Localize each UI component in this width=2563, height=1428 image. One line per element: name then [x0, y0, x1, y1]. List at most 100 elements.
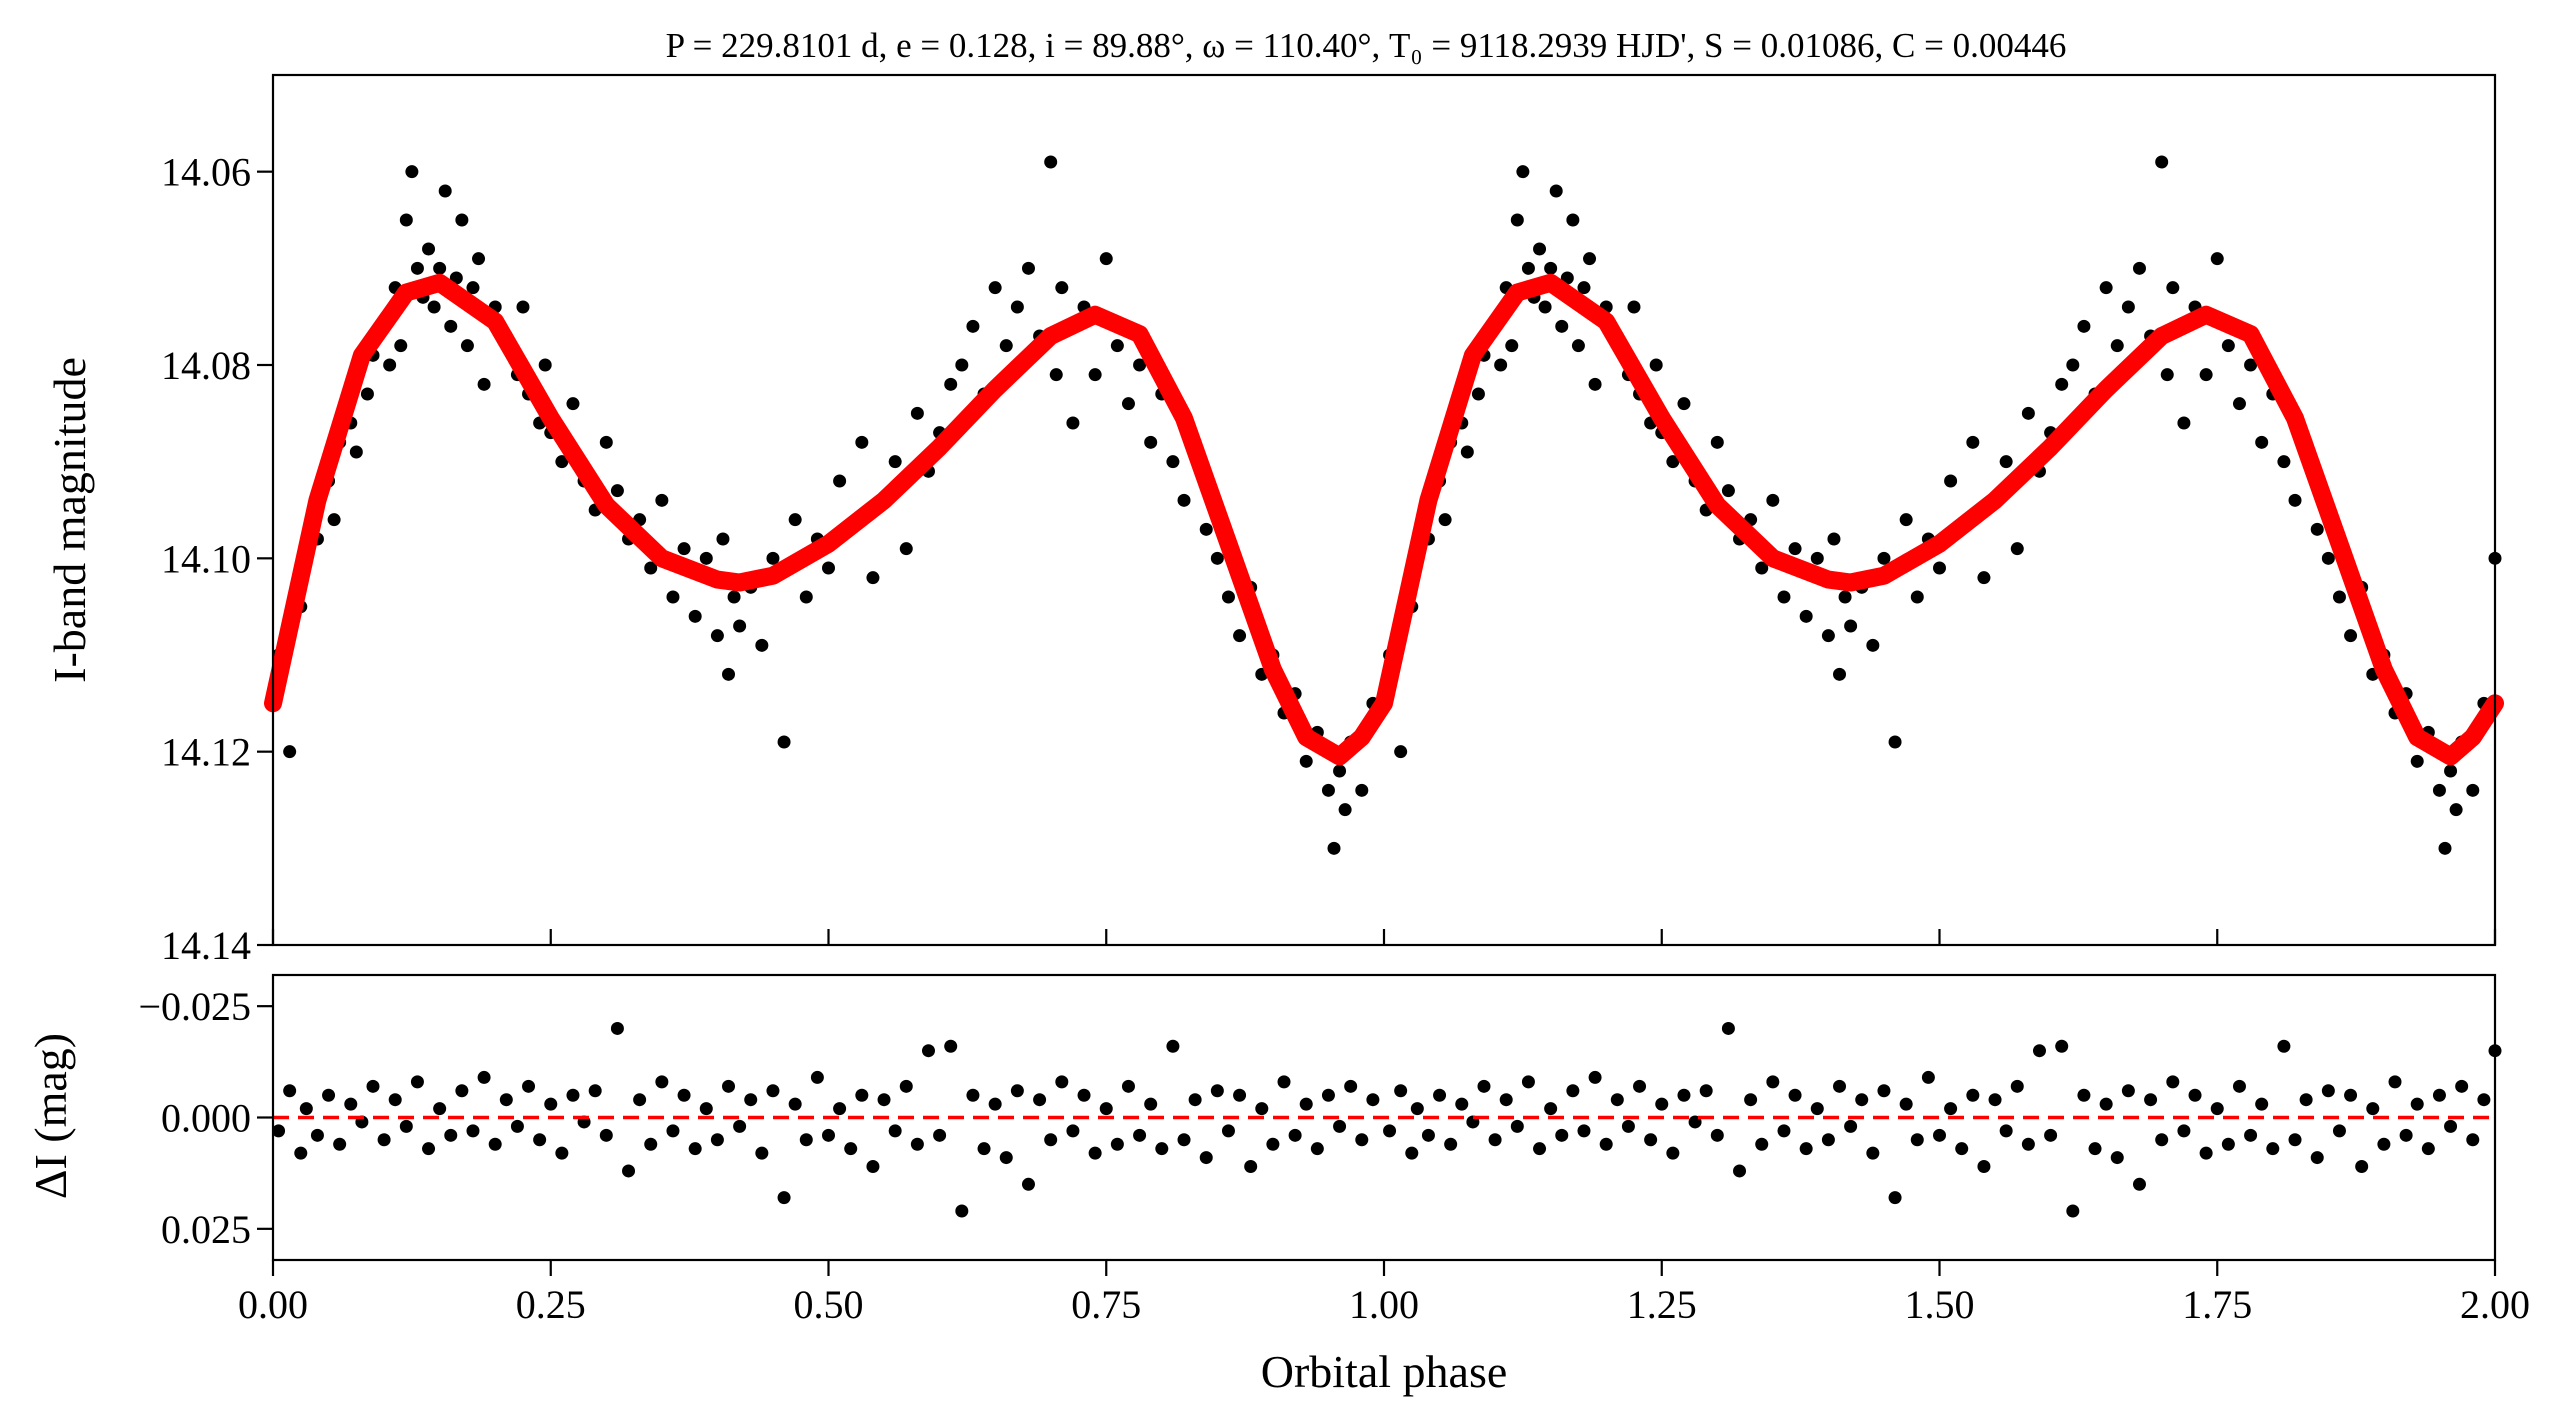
residual-point: [988, 1097, 1002, 1111]
residual-point: [1155, 1142, 1169, 1156]
residual-point: [2155, 1133, 2169, 1147]
observation-point: [722, 667, 736, 681]
observation-point: [2077, 319, 2091, 333]
residual-point: [466, 1124, 480, 1138]
residual-point: [1888, 1191, 1902, 1205]
residual-point: [588, 1084, 602, 1098]
residual-point: [1944, 1102, 1958, 1116]
top-y-tick-label: 14.08: [161, 343, 251, 388]
observation-point: [399, 213, 413, 227]
observation-point: [822, 561, 835, 575]
x-tick-label: 1.50: [1905, 1282, 1975, 1327]
residual-point: [1788, 1088, 1802, 1102]
residual-point: [1577, 1124, 1591, 1138]
residual-point: [1666, 1146, 1680, 1160]
residual-point: [2421, 1142, 2435, 1156]
observation-point: [477, 377, 491, 391]
residual-point: [1177, 1133, 1191, 1147]
observation-point: [1544, 261, 1558, 275]
residual-point: [344, 1097, 358, 1111]
x-axis-label: Orbital phase: [1261, 1346, 1508, 1397]
residual-point: [944, 1039, 958, 1053]
residual-point: [272, 1124, 286, 1138]
observation-point: [1055, 281, 1069, 295]
residual-point: [2332, 1124, 2346, 1138]
observation-point: [1933, 561, 1946, 575]
residual-point: [999, 1151, 1013, 1165]
observation-point: [327, 513, 341, 527]
residual-point: [2044, 1128, 2058, 1142]
observation-point: [1755, 561, 1769, 575]
residual-point: [1133, 1128, 1147, 1142]
observation-point: [1877, 551, 1891, 565]
residual-point: [1921, 1070, 1935, 1084]
residual-point: [1877, 1084, 1891, 1098]
residual-point: [1188, 1093, 1202, 1107]
residual-point: [1310, 1142, 1324, 1156]
observation-point: [1044, 155, 1058, 169]
observation-point: [405, 165, 419, 179]
residual-point: [1566, 1084, 1580, 1098]
residual-point: [510, 1119, 524, 1133]
observation-point: [2177, 416, 2191, 430]
residual-point: [1355, 1133, 1369, 1147]
observation-point: [2155, 155, 2169, 169]
residual-point: [1933, 1128, 1946, 1142]
x-tick-label: 2.00: [2460, 1282, 2530, 1327]
residual-point: [1233, 1088, 1247, 1102]
residual-point: [822, 1128, 835, 1142]
observation-point: [1355, 783, 1369, 797]
observation-point: [1066, 416, 1080, 430]
observation-point: [444, 319, 458, 333]
residual-point: [1544, 1102, 1558, 1116]
observation-point: [2021, 406, 2035, 420]
x-tick-label: 0.25: [516, 1282, 586, 1327]
residual-point: [1055, 1075, 1069, 1089]
residual-point: [1499, 1093, 1513, 1107]
observation-point: [1177, 493, 1191, 507]
residual-point: [710, 1133, 724, 1147]
top-y-tick-label: 14.06: [161, 150, 251, 195]
x-tick-label: 1.25: [1627, 1282, 1697, 1327]
residual-point: [2399, 1128, 2413, 1142]
observation-point: [433, 261, 447, 275]
observation-point: [2444, 764, 2458, 778]
residual-point: [1488, 1133, 1502, 1147]
residual-point: [2266, 1142, 2280, 1156]
residual-point: [2299, 1093, 2313, 1107]
residual-point: [1066, 1124, 1080, 1138]
residual-point: [933, 1128, 947, 1142]
observation-point: [394, 339, 408, 353]
x-tick-label: 0.00: [238, 1282, 308, 1327]
residual-point: [2132, 1177, 2146, 1191]
residual-point: [2366, 1102, 2380, 1116]
residual-point: [1321, 1088, 1335, 1102]
observation-point: [1910, 590, 1924, 604]
bottom-y-ticks: −0.025 0.000 0.025: [138, 984, 273, 1252]
residual-point: [1277, 1075, 1291, 1089]
observation-point: [888, 455, 902, 469]
residual-point: [955, 1204, 969, 1218]
observation-point: [2310, 522, 2324, 536]
top-y-tick-label: 14.14: [161, 923, 251, 968]
observation-point: [599, 435, 613, 449]
residual-point: [1821, 1133, 1835, 1147]
observation-point: [1833, 667, 1847, 681]
observation-point: [2121, 300, 2135, 314]
observation-point: [1460, 445, 1474, 459]
x-tick-label: 1.75: [2182, 1282, 2252, 1327]
residual-point: [1555, 1128, 1569, 1142]
observation-point: [1777, 590, 1791, 604]
observation-point: [1438, 513, 1452, 527]
residual-point: [2432, 1088, 2446, 1102]
residual-point: [2355, 1159, 2369, 1173]
observation-point: [349, 445, 363, 459]
residual-point: [499, 1093, 513, 1107]
residual-point: [1866, 1146, 1880, 1160]
residual-point: [777, 1191, 791, 1205]
residual-point: [1144, 1097, 1158, 1111]
observation-point: [466, 281, 480, 295]
observation-point: [1844, 619, 1858, 633]
observation-point: [1110, 339, 1124, 353]
